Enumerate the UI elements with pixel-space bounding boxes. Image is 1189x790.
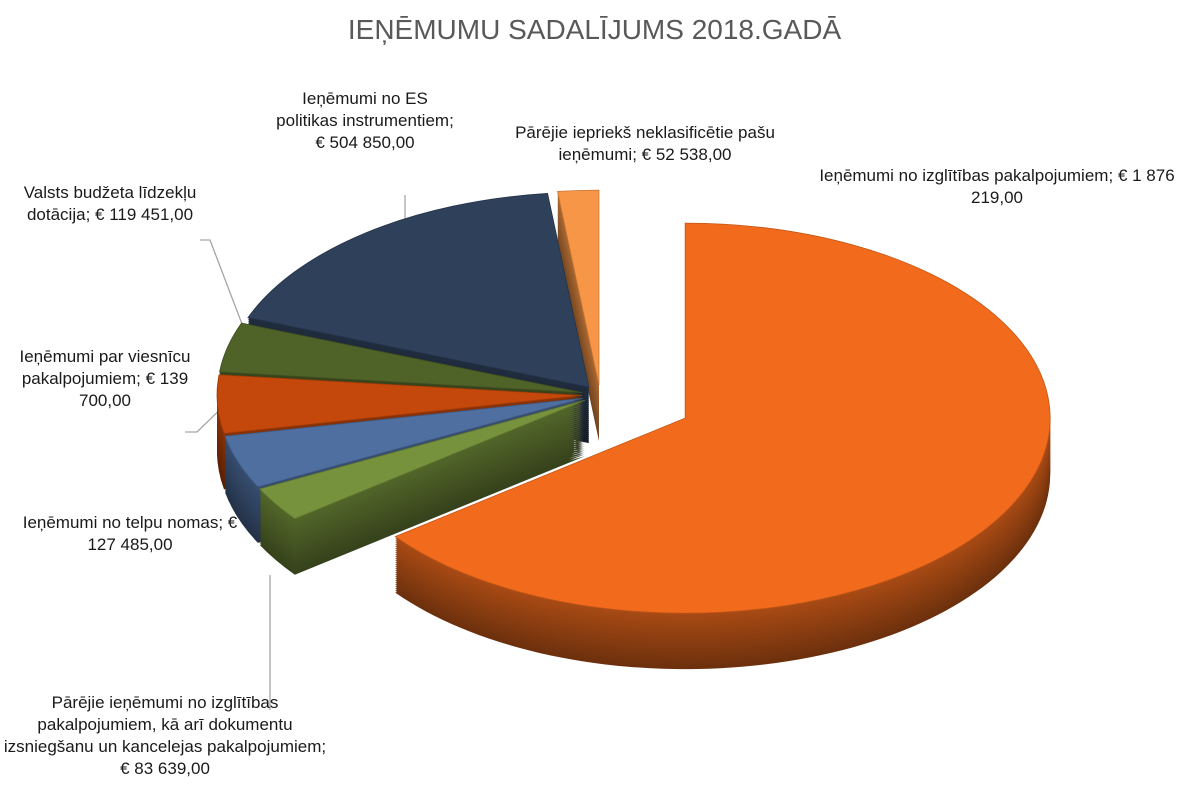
- slice: [394, 222, 1051, 614]
- slice: [557, 189, 600, 386]
- slice: [247, 193, 590, 388]
- data-label: Ieņēmumi no izglītības pakalpojumiem; € …: [819, 166, 1175, 207]
- slice: [216, 374, 583, 434]
- slice: [219, 322, 583, 394]
- slice-side: [259, 402, 585, 575]
- slice: [258, 399, 585, 520]
- leader-line: [200, 239, 251, 346]
- chart-title: IEŅĒMUMU SADALĪJUMS 2018.GADĀ: [347, 14, 842, 45]
- data-label: Pārējie iepriekš neklasificētie pašu ieņ…: [515, 123, 775, 164]
- slice: [224, 397, 584, 488]
- data-label: Ieņēmumi no ES politikas instrumentiem; …: [276, 89, 454, 152]
- data-label: Pārējie ieņēmumi no izglītības pakalpoju…: [3, 693, 327, 778]
- data-label: Ieņēmumi par viesnīcu pakalpojumiem; € 1…: [19, 347, 191, 410]
- data-label: Ieņēmumi no telpu nomas; € 127 485,00: [22, 513, 238, 554]
- data-label: Valsts budžeta līdzekļu dotācija; € 119 …: [23, 183, 197, 224]
